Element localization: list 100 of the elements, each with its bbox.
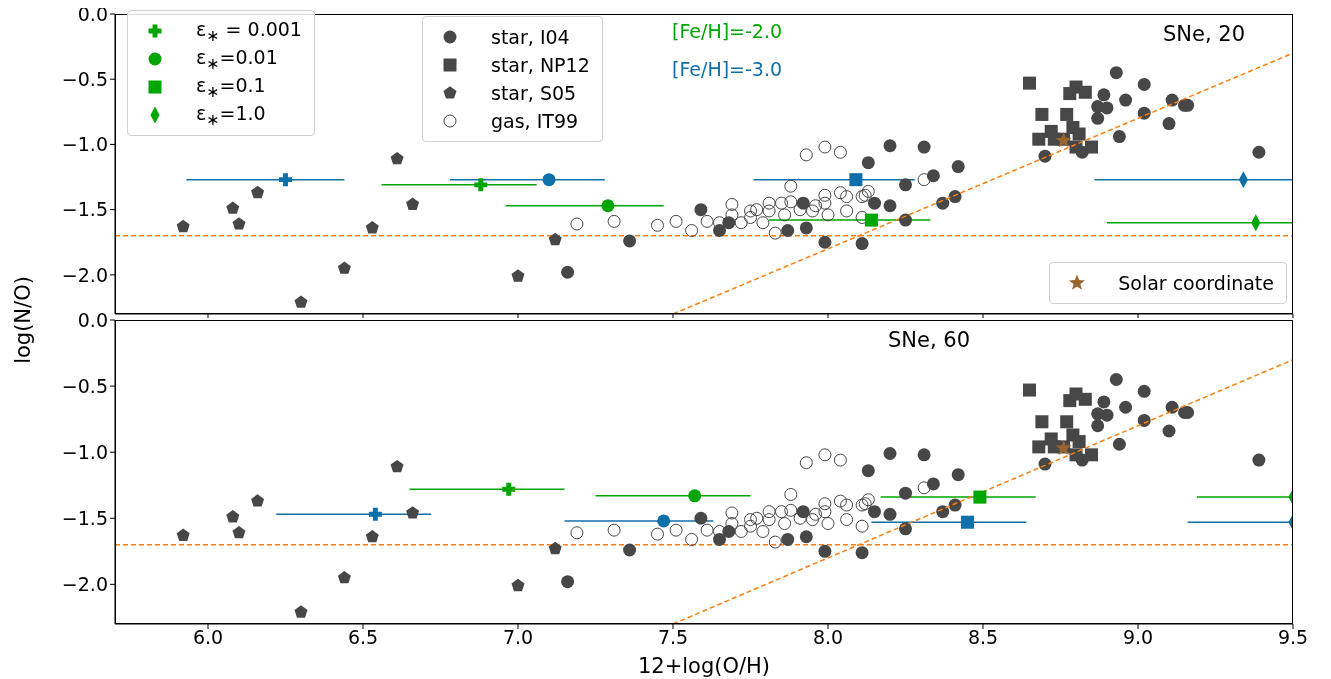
annotation: [Fe/H]=-3.0 <box>672 58 783 80</box>
point <box>1112 437 1126 451</box>
point <box>855 210 869 224</box>
point <box>899 178 912 192</box>
legend-label: ε$_{∗}$=0.01 <box>196 45 278 73</box>
point <box>1085 448 1098 462</box>
point <box>799 456 813 470</box>
point <box>1072 127 1086 141</box>
point <box>948 190 962 204</box>
point <box>861 184 875 198</box>
point <box>365 221 379 234</box>
point <box>232 217 246 230</box>
point <box>176 219 190 233</box>
legend-label: ε$_{∗}$=0.1 <box>196 73 266 101</box>
point <box>855 519 869 533</box>
legend-label: star, NP12 <box>491 54 590 76</box>
point <box>1035 107 1049 121</box>
point <box>1078 85 1092 99</box>
point <box>778 517 792 531</box>
point <box>899 213 912 227</box>
point <box>868 196 881 210</box>
point <box>762 505 776 519</box>
point <box>561 265 575 279</box>
point <box>623 543 637 557</box>
point <box>818 235 832 249</box>
point <box>406 506 420 519</box>
point <box>806 513 819 527</box>
point <box>926 477 940 491</box>
point <box>917 173 931 187</box>
point <box>781 224 795 238</box>
x-axis-title: 12+log(O/H) <box>637 654 771 678</box>
point <box>694 203 708 217</box>
y-tick-label: −2.0 <box>61 263 108 286</box>
point <box>806 204 819 218</box>
point <box>1023 76 1036 90</box>
point <box>784 487 798 501</box>
point <box>861 464 875 478</box>
point <box>775 505 788 519</box>
point <box>390 151 404 165</box>
point <box>548 541 562 555</box>
point <box>899 522 912 536</box>
point <box>821 517 835 531</box>
point <box>762 513 776 527</box>
point <box>337 570 351 584</box>
point <box>861 493 875 507</box>
point <box>744 519 757 533</box>
point <box>279 173 292 187</box>
point <box>936 505 950 519</box>
point <box>961 515 974 529</box>
point <box>607 523 621 537</box>
point <box>784 195 798 209</box>
point <box>762 196 776 210</box>
point <box>1069 448 1083 462</box>
point <box>1078 392 1092 406</box>
legend-label: Solar coordinate <box>1118 272 1274 294</box>
point <box>1072 435 1086 449</box>
y-tick-label: −1.0 <box>61 133 108 156</box>
chart-title: SNe, 60 <box>888 328 971 352</box>
point <box>390 459 404 473</box>
point <box>756 524 770 538</box>
point <box>542 173 556 187</box>
point <box>917 448 931 462</box>
point <box>917 140 931 154</box>
point <box>799 530 813 544</box>
point <box>570 526 584 540</box>
point <box>840 190 854 204</box>
y-tick-label: 0.0 <box>77 308 108 331</box>
point <box>1035 415 1049 429</box>
point <box>750 511 764 525</box>
x-tick-label: 7.5 <box>657 626 689 649</box>
point <box>973 490 987 504</box>
point <box>778 208 792 222</box>
point <box>936 196 950 210</box>
point <box>365 529 379 543</box>
point <box>669 523 683 537</box>
point <box>657 514 671 528</box>
point <box>601 199 615 213</box>
point <box>474 178 488 192</box>
point <box>818 505 832 519</box>
point <box>793 511 807 525</box>
point <box>1137 413 1151 427</box>
y-tick-label: −2.0 <box>61 573 108 596</box>
point <box>1109 66 1123 80</box>
point <box>725 197 739 211</box>
point <box>917 481 931 495</box>
y-tick-label: −0.5 <box>61 374 108 397</box>
point <box>861 156 875 170</box>
point <box>1109 372 1123 386</box>
point <box>511 578 525 592</box>
point <box>868 505 881 519</box>
point <box>725 517 739 531</box>
point <box>744 204 757 218</box>
point <box>864 213 878 227</box>
point <box>1091 111 1105 125</box>
point <box>818 140 832 154</box>
point <box>176 528 190 541</box>
point <box>1023 383 1036 397</box>
point <box>1032 132 1046 146</box>
point <box>623 234 637 248</box>
point <box>818 196 832 210</box>
